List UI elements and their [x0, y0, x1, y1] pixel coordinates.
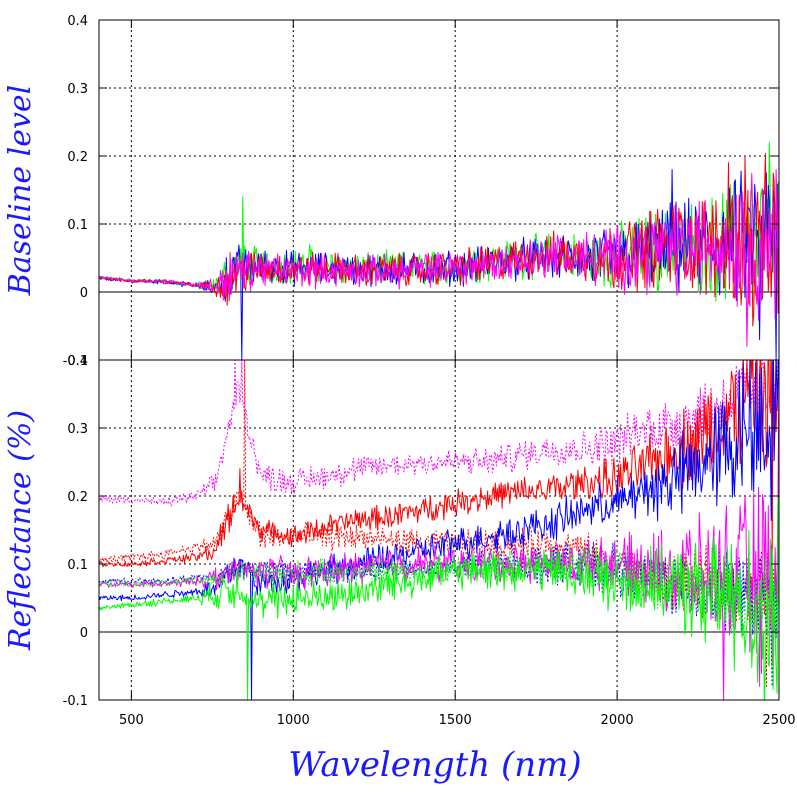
y-tick-label: 0.4 [67, 354, 88, 369]
x-axis-title: Wavelength (nm) [288, 745, 581, 785]
y-tick-label: 0.4 [67, 14, 88, 29]
baseline-series-3 [99, 169, 779, 347]
y-tick-label: 0 [80, 286, 88, 301]
reflectance-y-tick-labels: -0.1 0 0.1 0.2 0.3 0.4 [63, 354, 88, 709]
x-tick-labels: 500 1000 1500 2000 2500 [119, 713, 796, 728]
x-tick-label: 1000 [277, 713, 310, 728]
y-tick-label: 0.1 [67, 558, 88, 573]
baseline-series-group [99, 141, 779, 360]
y-tick-label: -0.1 [63, 354, 88, 369]
reflectance-series-0 [99, 360, 779, 507]
x-tick-label: 500 [119, 713, 144, 728]
reflectance-series-5 [99, 360, 779, 700]
baseline-panel: -0.1 0 0.1 0.2 0.3 0.4 Baseline level [3, 14, 780, 369]
y-tick-label: 0.2 [67, 150, 88, 165]
baseline-y-tick-labels: -0.1 0 0.1 0.2 0.3 0.4 [63, 14, 88, 369]
y-tick-label: 0.2 [67, 490, 88, 505]
reflectance-panel: -0.1 0 0.1 0.2 0.3 0.4 Reflectance (%) [3, 354, 780, 709]
x-tick-label: 2500 [762, 713, 795, 728]
y-tick-label: 0.3 [67, 422, 88, 437]
reflectance-series-2 [99, 360, 779, 568]
reflectance-series-3 [99, 360, 779, 700]
reflectance-series-7 [99, 542, 779, 637]
y-tick-label: -0.1 [63, 694, 88, 709]
y-tick-label: 0.1 [67, 218, 88, 233]
reflectance-y-axis-title: Reflectance (%) [3, 410, 38, 651]
x-tick-label: 1500 [439, 713, 472, 728]
reflectance-series-6 [99, 498, 779, 700]
x-tick-label: 2000 [601, 713, 634, 728]
reflectance-tick-marks [99, 359, 780, 701]
y-tick-label: 0 [80, 626, 88, 641]
reflectance-plot-frame [98, 359, 780, 701]
reflectance-series-1 [99, 360, 779, 687]
reflectance-series-group [99, 360, 779, 700]
baseline-y-axis-title: Baseline level [3, 85, 38, 297]
y-tick-label: 0.3 [67, 82, 88, 97]
